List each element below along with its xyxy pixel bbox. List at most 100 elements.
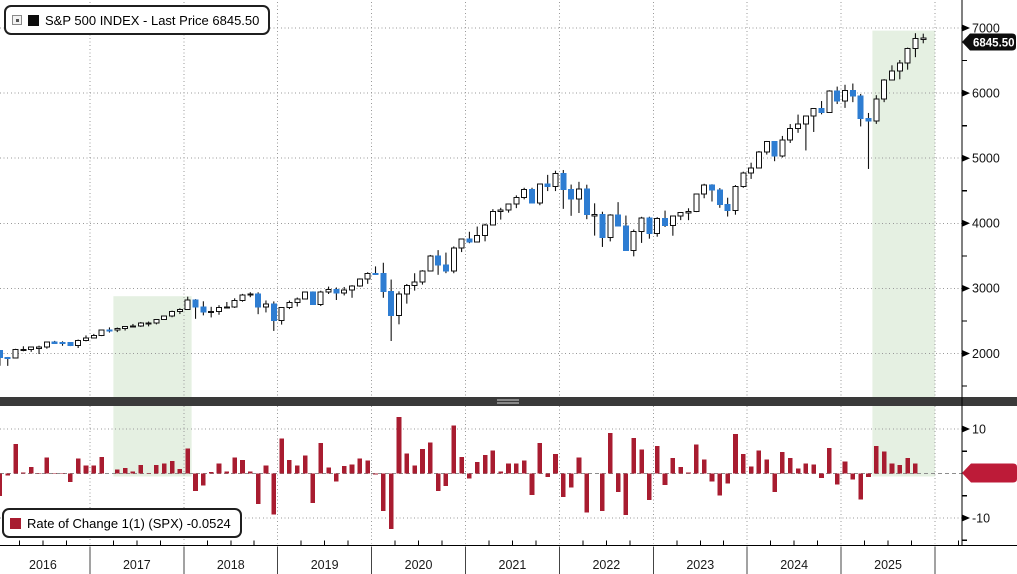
candle — [239, 293, 246, 302]
candle-body — [184, 299, 191, 311]
x-axis[interactable]: 2016 2017 2018 2019 2020 2021 2022 2023 2024 2025 — [18, 540, 959, 574]
roc-bar — [365, 460, 370, 474]
candle-body — [262, 303, 269, 308]
roc-bar — [568, 473, 574, 488]
candle — [474, 226, 481, 243]
candle-body — [239, 294, 246, 301]
candle — [489, 209, 496, 226]
candle — [435, 250, 442, 275]
candle-body — [575, 188, 582, 200]
roc-bar — [177, 469, 183, 474]
axis-arrow-icon — [962, 425, 970, 433]
candle — [896, 60, 903, 80]
candle — [497, 207, 504, 220]
candle — [693, 193, 700, 213]
candle-body — [309, 291, 316, 306]
candle — [920, 33, 927, 44]
candle — [888, 65, 895, 81]
roc-bar — [576, 457, 582, 474]
year-label: 2023 — [686, 558, 714, 572]
candle — [153, 319, 160, 325]
candle-body — [20, 348, 27, 351]
axis-arrow-icon — [962, 89, 970, 97]
candle-body — [896, 62, 903, 72]
candle — [724, 197, 731, 217]
candle — [145, 321, 152, 327]
candle-body — [654, 217, 661, 235]
candle — [568, 184, 575, 216]
roc-bar — [889, 463, 895, 474]
roc-bar — [318, 442, 324, 474]
roc-bar — [146, 473, 151, 474]
candle-body — [701, 184, 708, 195]
roc-axis-label: 10 — [972, 422, 986, 436]
candle — [818, 101, 825, 115]
candle-body — [36, 346, 43, 349]
candle — [325, 286, 332, 294]
price-axis[interactable]: 7000 6000 5000 4000 3000 2000 — [962, 21, 1000, 387]
roc-bar — [279, 438, 284, 474]
roc-bar — [388, 473, 394, 530]
roc-bar — [75, 458, 81, 474]
price-axis-label: 4000 — [972, 217, 1000, 231]
candle — [309, 291, 316, 306]
panel-expand-icon[interactable] — [12, 15, 22, 25]
candle — [881, 79, 888, 103]
roc-bar — [787, 457, 793, 474]
candle — [607, 214, 614, 242]
candle — [169, 310, 176, 318]
candle — [458, 238, 465, 253]
roc-bar — [185, 448, 191, 474]
candle — [552, 170, 559, 192]
year-label: 2024 — [780, 558, 808, 572]
candle — [873, 95, 880, 124]
divider-bar[interactable] — [0, 397, 1017, 406]
candle-body — [560, 172, 567, 191]
candle — [669, 215, 676, 236]
roc-axis[interactable]: 10 -10 — [962, 422, 990, 541]
candle-body — [834, 90, 841, 102]
year-label: 2018 — [217, 558, 245, 572]
roc-bar — [396, 416, 402, 474]
roc-bar — [412, 465, 417, 474]
year-label: 2016 — [29, 558, 57, 572]
roc-legend[interactable]: Rate of Change 1(1) (SPX) -0.0524 — [2, 508, 242, 538]
roc-bar — [310, 473, 316, 503]
roc-bar — [772, 473, 777, 493]
panel-divider[interactable] — [0, 397, 1017, 406]
candle — [161, 315, 168, 321]
candle-body — [591, 214, 598, 217]
candle — [755, 150, 762, 169]
candle — [51, 340, 58, 344]
candle-body — [411, 281, 418, 287]
candle — [176, 308, 183, 315]
roc-bar — [334, 473, 339, 482]
roc-legend-label: Rate of Change 1(1) (SPX) -0.0524 — [27, 515, 231, 531]
year-label: 2019 — [311, 558, 339, 572]
candle — [560, 169, 567, 209]
candle-body — [716, 189, 723, 206]
candle-body — [920, 37, 927, 40]
candle-body — [482, 224, 489, 237]
roc-bar — [631, 437, 637, 474]
candle — [247, 292, 254, 298]
candle-body — [708, 184, 715, 191]
candle-body — [59, 341, 66, 345]
roc-bar — [764, 459, 770, 474]
price-legend[interactable]: S&P 500 INDEX - Last Price 6845.50 — [4, 5, 271, 35]
last-price-badge-value: 6845.50 — [973, 38, 1015, 50]
candle-body — [795, 123, 802, 129]
candle-body — [12, 349, 19, 359]
candle — [333, 287, 340, 300]
roc-bar — [216, 463, 222, 474]
candle — [20, 346, 27, 352]
candle-body — [67, 342, 74, 346]
roc-bar — [302, 455, 308, 474]
candle — [28, 346, 35, 352]
candle — [395, 291, 402, 325]
candle — [779, 135, 786, 158]
last-price-badge: 6845.50 — [962, 33, 1016, 51]
roc-bar — [490, 450, 496, 474]
candle-body — [356, 278, 363, 287]
